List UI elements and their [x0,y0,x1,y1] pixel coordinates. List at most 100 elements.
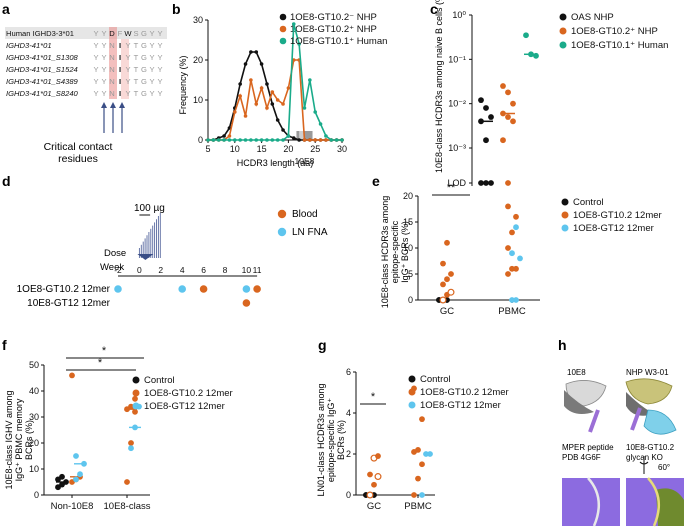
alignment-residue: I [119,41,121,50]
b-series-point [254,102,259,106]
scatter-legend-label: 1OE8-GT12 12mer [420,400,501,411]
scatter-data-point [447,288,455,296]
panel-b-line-chart: HCDR3 length (aa) Frequency (%) 5 10 15 20 2… [178,12,387,168]
scatter-data-point [444,239,450,246]
panel-c-scatter: 10E8-class HCDR3s among naive B cells (%… [434,0,668,188]
scatter-legend-label: Control [144,375,175,386]
b-series-point [265,106,269,110]
c-data-point [510,118,516,125]
dose-text: Dose [104,248,126,259]
b-series-point [324,138,328,142]
alignment-residue: G [141,29,147,38]
b-x-tick-label: 10 [230,144,240,154]
b-series-point [291,136,296,140]
scatter-y-tick-label: 15 [403,217,413,227]
c-ylabel: 10E8-class HCDR3s among naive B cells (%… [434,0,444,173]
alignment-residue: N [109,41,114,50]
scatter-y-tick-label: 10 [403,243,413,253]
b-series-point [318,138,323,142]
c-data-point [483,105,489,111]
c-legend-marker [559,13,567,21]
c-legend-label: 1OE8-GT10.2⁺ NHP [571,26,658,37]
b-series-point [275,118,280,122]
c-data-point [505,114,511,120]
d-sampling-dot [114,285,122,293]
alignment-residue: Y [101,65,106,74]
d-week-label: 2 [158,265,163,275]
scatter-legend-marker [132,376,140,384]
scatter-data-point [128,403,134,410]
scatter-data-point [509,297,515,303]
b-series-point [275,98,280,102]
scatter-data-point [69,372,75,379]
scatter-y-tick-label: 0 [34,490,39,500]
scatter-data-point [375,453,381,459]
alignment-residue: I [119,53,121,62]
b-series-point [313,110,318,114]
alignment-residue: Y [157,89,162,98]
b-series-point [243,114,248,118]
scatter-data-point [419,461,425,468]
alignment-residue: Y [93,89,98,98]
scatter-legend-marker [408,401,416,409]
panel-label-h: h [558,337,567,353]
alignment-residue: I [119,77,121,86]
scatter-data-point [371,481,377,488]
c-y-tick-label: 10⁻³ [448,143,466,153]
scatter-data-point [509,250,515,257]
f-ylabel-3: BCRs (%) [24,420,34,460]
alignment-residue: N [109,89,114,98]
h-label-mper1: MPER peptide [562,443,614,452]
panel-d-schedule: 100 µg Dose Week 1OE8-GT10.2 12mer 10E8-… [17,203,328,309]
g-sig-marker: * [371,391,376,403]
b-series-point [259,86,264,90]
c-data-point [478,97,484,104]
d-dose-arrow-heads [137,254,154,260]
scatter-y-tick-label: 0 [346,490,351,500]
b-series-point [313,138,318,142]
b-10e8-label: 10E8 [295,156,315,166]
alignment-residue: T [134,53,139,62]
scatter-y-tick-label: 20 [29,438,39,448]
scatter-data-point [132,395,138,402]
b-series-point [233,110,237,114]
alignment-row-name: IGHD3-41*01_S4389 [6,77,79,86]
scatter-data-point [513,297,519,303]
scatter-data-point [73,476,79,483]
b-series-point [329,138,334,142]
legend-blood: Blood [292,209,318,220]
b-series-point [286,86,291,90]
alignment-residue: F [118,29,123,38]
alignment-residue: Y [157,41,162,50]
scatter-data-point [505,271,511,277]
d-sampling-dot [242,299,251,307]
b-series-point [265,82,269,86]
alignment-residue: T [134,41,139,50]
b-series-point [238,82,242,86]
scatter-data-point [124,479,130,485]
h-antibody-right-heavy [626,392,654,416]
scatter-legend-marker [561,224,569,232]
alignment-residue: Y [93,53,98,62]
header-row-bg [5,27,167,39]
alignment-residue: D [109,29,115,38]
d-sampling-dot [199,285,208,293]
alignment-row-name: IGHD3-41*01_S1524 [6,65,78,74]
e-ylabel-1: 10E8-class HCDR3s among [380,196,390,309]
panel-g-scatter: LN01-class HCDR3s among epitope-specific… [316,367,509,512]
c-y-tick-label: 10⁰ [452,10,466,20]
b-series-point [227,138,232,142]
c-data-point [488,180,494,186]
alignment-residue: I [119,65,121,74]
row-label-1: 1OE8-GT10.2 12mer [17,284,111,295]
b-series-point [249,138,253,142]
scatter-data-point [427,451,433,457]
c-data-point [505,89,511,96]
d-legend-lnfna-dot [277,227,287,237]
caption-line2: residues [58,153,98,165]
scatter-data-point [419,416,425,423]
h-rotation: 60° [658,463,670,472]
scatter-data-point [513,213,519,220]
b-x-tick-label: 20 [283,144,293,154]
